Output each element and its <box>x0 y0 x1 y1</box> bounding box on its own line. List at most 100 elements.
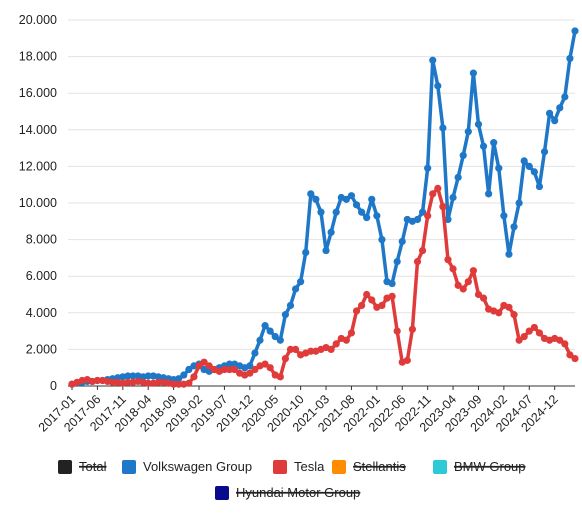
data-point[interactable] <box>281 354 289 363</box>
data-point[interactable] <box>530 168 538 176</box>
data-point[interactable] <box>556 104 564 112</box>
data-point[interactable] <box>302 248 310 257</box>
data-point[interactable] <box>510 223 518 231</box>
data-point[interactable] <box>398 237 406 246</box>
data-point[interactable] <box>418 208 427 216</box>
data-point[interactable] <box>469 267 477 275</box>
data-point[interactable] <box>307 347 315 355</box>
data-point[interactable] <box>464 278 472 286</box>
data-point[interactable] <box>479 142 488 150</box>
data-point[interactable] <box>388 292 396 300</box>
data-point[interactable] <box>429 190 437 198</box>
data-point[interactable] <box>459 151 467 160</box>
data-point[interactable] <box>170 380 178 388</box>
data-point[interactable] <box>566 54 574 63</box>
data-point[interactable] <box>556 336 564 344</box>
legend-item-tesla[interactable]: Tesla <box>273 459 325 474</box>
data-point[interactable] <box>363 214 371 222</box>
data-point[interactable] <box>393 257 401 266</box>
data-point[interactable] <box>205 362 213 370</box>
data-point[interactable] <box>195 362 203 370</box>
data-point[interactable] <box>332 340 340 348</box>
data-point[interactable] <box>200 358 208 366</box>
data-point[interactable] <box>281 311 289 319</box>
legend-item-bmw-group[interactable]: BMW Group <box>433 459 526 474</box>
data-point[interactable] <box>525 162 533 170</box>
data-point[interactable] <box>429 56 437 64</box>
data-point[interactable] <box>246 362 254 370</box>
data-point[interactable] <box>180 371 188 379</box>
data-point[interactable] <box>464 128 472 136</box>
data-point[interactable] <box>571 27 579 35</box>
data-point[interactable] <box>251 349 259 357</box>
legend-item-stellantis[interactable]: Stellantis <box>332 459 406 474</box>
data-point[interactable] <box>439 124 447 132</box>
legend-item-hyundai-motor-group[interactable]: Hyundai Motor Group <box>215 485 361 500</box>
data-point[interactable] <box>93 376 102 385</box>
data-point[interactable] <box>454 281 462 289</box>
data-point[interactable] <box>378 301 386 310</box>
data-point[interactable] <box>276 373 284 381</box>
data-point[interactable] <box>505 303 513 311</box>
data-point[interactable] <box>490 139 498 147</box>
data-point[interactable] <box>373 212 381 220</box>
data-point[interactable] <box>352 201 361 209</box>
data-point[interactable] <box>505 250 513 258</box>
data-point[interactable] <box>495 309 503 317</box>
legend-item-volkswagen-group[interactable]: Volkswagen Group <box>122 459 252 474</box>
data-point[interactable] <box>439 203 447 211</box>
data-point[interactable] <box>566 351 574 359</box>
data-point[interactable] <box>474 290 483 299</box>
data-point[interactable] <box>479 294 488 302</box>
data-point[interactable] <box>500 212 508 220</box>
data-point[interactable] <box>393 327 401 335</box>
data-point[interactable] <box>347 192 356 200</box>
data-point[interactable] <box>144 379 152 387</box>
data-point[interactable] <box>368 296 376 304</box>
data-point[interactable] <box>185 379 193 387</box>
data-point[interactable] <box>495 164 503 172</box>
data-point[interactable] <box>276 336 284 344</box>
data-point[interactable] <box>368 195 376 203</box>
data-point[interactable] <box>342 195 350 203</box>
data-point[interactable] <box>515 199 523 207</box>
data-point[interactable] <box>129 372 137 380</box>
data-point[interactable] <box>322 246 330 255</box>
data-point[interactable] <box>144 372 152 380</box>
data-point[interactable] <box>530 323 538 332</box>
data-point[interactable] <box>459 285 467 293</box>
data-point[interactable] <box>327 345 335 353</box>
data-point[interactable] <box>175 375 183 383</box>
data-point[interactable] <box>230 365 239 374</box>
data-point[interactable] <box>520 157 528 165</box>
data-point[interactable] <box>261 360 269 368</box>
data-point[interactable] <box>185 365 193 374</box>
data-point[interactable] <box>347 329 356 337</box>
data-point[interactable] <box>327 228 335 236</box>
data-point[interactable] <box>286 345 295 353</box>
data-point[interactable] <box>124 372 132 380</box>
data-point[interactable] <box>515 336 523 344</box>
data-point[interactable] <box>485 190 493 198</box>
data-point[interactable] <box>434 184 442 192</box>
data-point[interactable] <box>403 356 411 364</box>
data-point[interactable] <box>444 256 452 264</box>
data-point[interactable] <box>175 380 183 388</box>
data-point[interactable] <box>317 208 325 216</box>
data-point[interactable] <box>251 365 259 374</box>
data-point[interactable] <box>225 365 234 374</box>
data-point[interactable] <box>363 290 371 299</box>
data-point[interactable] <box>261 322 269 330</box>
data-point[interactable] <box>525 327 533 335</box>
data-point[interactable] <box>561 340 569 348</box>
data-point[interactable] <box>571 354 579 363</box>
data-point[interactable] <box>444 215 452 224</box>
data-point[interactable] <box>266 327 274 335</box>
data-point[interactable] <box>124 378 132 386</box>
data-point[interactable] <box>297 278 305 286</box>
data-point[interactable] <box>291 345 300 353</box>
data-point[interactable] <box>545 109 554 117</box>
data-point[interactable] <box>388 279 396 288</box>
data-point[interactable] <box>535 329 544 337</box>
data-point[interactable] <box>378 236 386 244</box>
